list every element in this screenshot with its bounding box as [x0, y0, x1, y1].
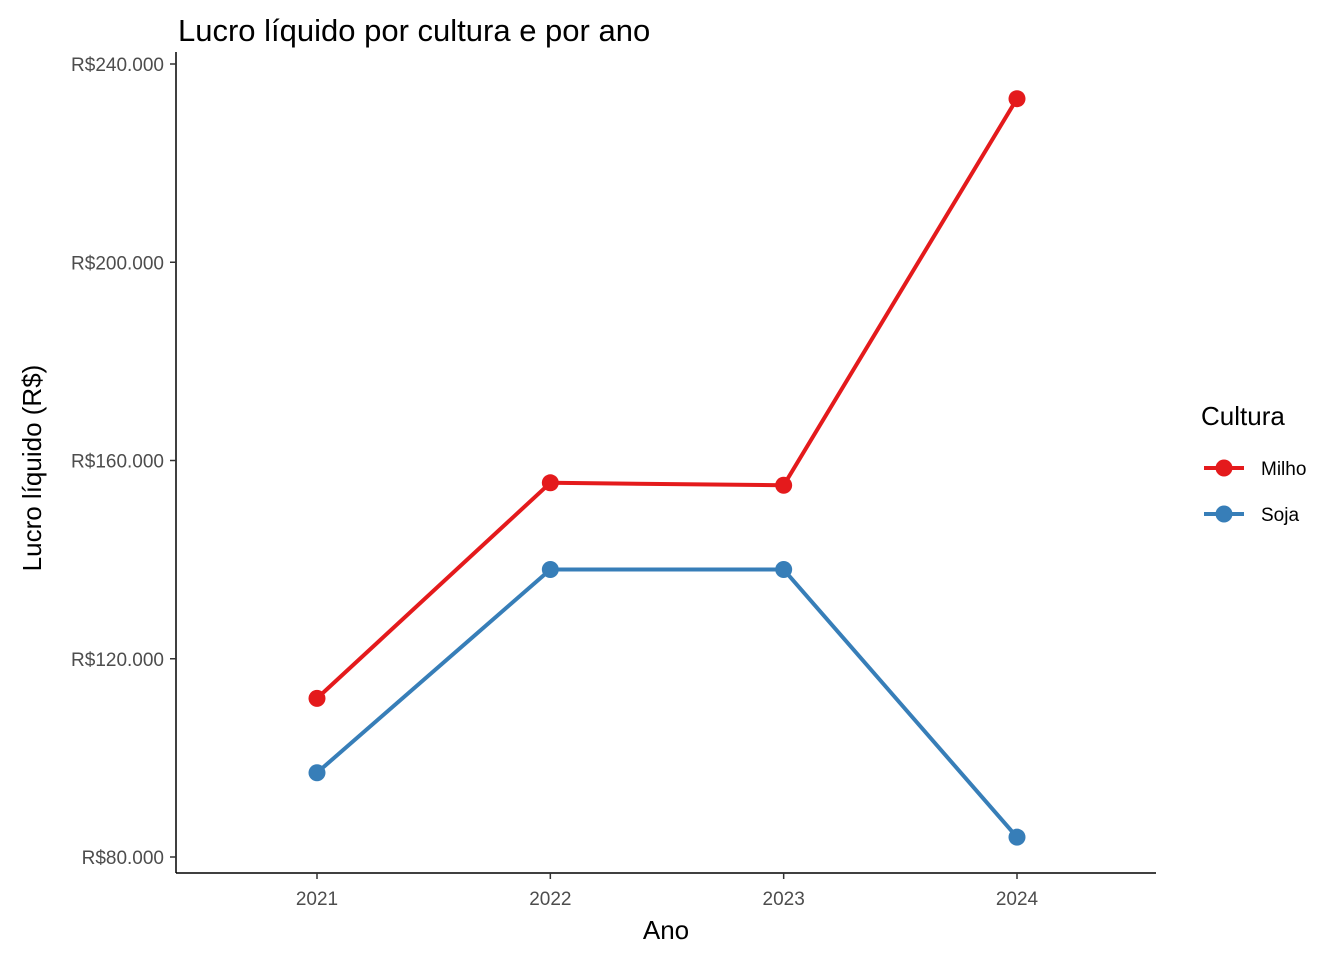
y-axis-ticks: R$80.000 R$120.000 R$160.000 R$200.000 R$240…: [71, 55, 176, 869]
y-tick-label: R$240.000: [71, 55, 164, 76]
legend-title: Cultura: [1201, 401, 1285, 431]
chart-title: Lucro líquido por cultura e por ano: [178, 13, 650, 48]
legend-point-soja: [1215, 505, 1233, 523]
legend-label-milho: Milho: [1261, 459, 1306, 480]
data-point-soja: [775, 561, 793, 579]
data-point-milho: [308, 689, 326, 707]
x-tick-label: 2024: [996, 889, 1039, 910]
series-line-milho: [315, 97, 1019, 700]
y-tick-label: R$200.000: [71, 253, 164, 274]
data-point-soja: [1008, 828, 1026, 846]
series-layer: [308, 90, 1026, 846]
legend-label-soja: Soja: [1261, 505, 1299, 526]
x-axis-ticks: 2021 2022 2023 2024: [296, 873, 1039, 910]
legend-items: Milho Soja: [1204, 459, 1306, 526]
legend-point-milho: [1215, 459, 1233, 477]
x-tick-label: 2022: [529, 889, 571, 910]
data-point-soja: [308, 764, 326, 782]
y-tick-label: R$120.000: [71, 650, 164, 671]
data-point-milho: [1008, 90, 1026, 108]
data-point-milho: [775, 476, 793, 494]
data-point-milho: [541, 474, 559, 492]
y-tick-label: R$80.000: [82, 848, 164, 869]
axes: [175, 52, 1156, 874]
x-axis-title: Ano: [643, 915, 689, 945]
x-tick-label: 2023: [763, 889, 805, 910]
legend: Cultura Milho Soja: [1201, 401, 1306, 526]
y-tick-label: R$160.000: [71, 452, 164, 473]
data-point-soja: [541, 561, 559, 579]
x-tick-label: 2021: [296, 889, 338, 910]
y-axis-title: Lucro líquido (R$): [17, 365, 47, 572]
series-line-soja: [315, 567, 1019, 839]
